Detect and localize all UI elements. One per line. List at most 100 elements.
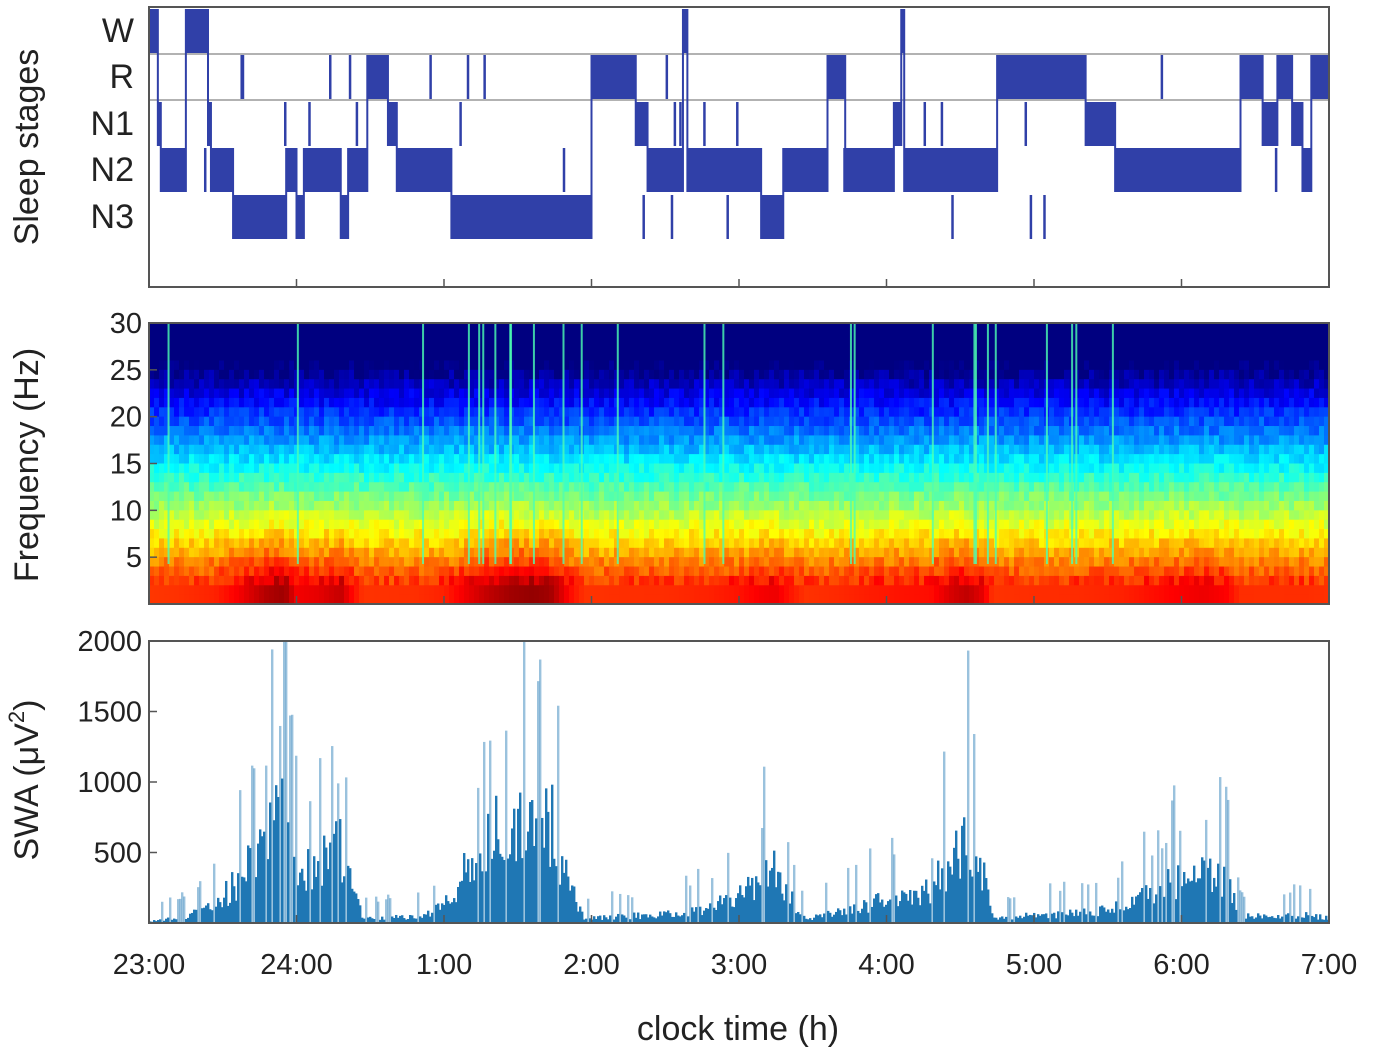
spectrogram-cell bbox=[494, 594, 500, 604]
spectrogram-cell bbox=[674, 407, 680, 418]
spectrogram-cell bbox=[299, 379, 305, 390]
spectrogram-cell bbox=[729, 332, 735, 343]
spectrogram-cell bbox=[474, 416, 480, 427]
spectrogram-cell bbox=[284, 519, 290, 530]
spectrogram-cell bbox=[889, 323, 895, 333]
spectrogram-cell bbox=[334, 463, 340, 474]
spectrogram-cell bbox=[694, 491, 700, 502]
spectrogram-cell bbox=[319, 397, 325, 408]
spectrogram-cell bbox=[689, 369, 695, 380]
spectrogram-cell bbox=[639, 529, 645, 540]
spectrogram-cell bbox=[374, 510, 380, 521]
spectrogram-cell bbox=[184, 360, 190, 371]
spectrogram-cell bbox=[574, 529, 580, 540]
spectrogram-cell bbox=[909, 538, 915, 549]
spectrogram-cell bbox=[909, 575, 915, 586]
spectrogram-cell bbox=[729, 360, 735, 371]
spectrogram-cell bbox=[874, 426, 880, 436]
spectrogram-cell bbox=[604, 426, 610, 436]
spectrogram-cell bbox=[864, 594, 870, 604]
spectrogram-cell bbox=[859, 426, 865, 436]
spectrogram-cell bbox=[679, 463, 685, 474]
spectrogram-cell bbox=[284, 341, 290, 352]
spectrogram-cell bbox=[894, 538, 900, 549]
spectrogram-cell bbox=[764, 575, 770, 586]
spectrogram-cell bbox=[269, 444, 275, 455]
spectrogram-cell bbox=[944, 538, 950, 549]
spectrogram-cell bbox=[209, 341, 215, 352]
spectrogram-cell bbox=[819, 454, 825, 465]
spectrogram-cell bbox=[894, 444, 900, 455]
spectrogram-cell bbox=[549, 463, 555, 474]
spectrogram-cell bbox=[494, 585, 500, 596]
spectrogram-cell bbox=[279, 369, 285, 380]
spectrogram-cell bbox=[609, 444, 615, 455]
spectrogram-cell bbox=[254, 519, 260, 530]
spectrogram-cell bbox=[439, 500, 445, 511]
spectrogram-cell bbox=[474, 491, 480, 502]
spectrogram-cell bbox=[719, 379, 725, 390]
spectrogram-cell bbox=[464, 575, 470, 586]
spectrogram-cell bbox=[599, 585, 605, 596]
spectrogram-cell bbox=[399, 323, 405, 333]
spectrogram-cell bbox=[284, 397, 290, 408]
spectrogram-cell bbox=[724, 519, 730, 530]
spectrogram-cell bbox=[854, 585, 860, 596]
spectrogram-cell bbox=[184, 472, 190, 483]
spectrogram-cell bbox=[209, 407, 215, 418]
spectrogram-cell bbox=[834, 557, 840, 568]
spectrogram-cell bbox=[549, 341, 555, 352]
spectrogram-cell bbox=[894, 323, 900, 333]
spectrogram-cell bbox=[239, 538, 245, 549]
spectrogram-cell bbox=[924, 500, 930, 511]
spectrogram-cell bbox=[834, 519, 840, 530]
spectrogram-cell bbox=[534, 435, 540, 446]
spectrogram-cell bbox=[604, 463, 610, 474]
spectrogram-cell bbox=[494, 416, 500, 427]
spectrogram-cell bbox=[154, 407, 160, 418]
spectrogram-cell bbox=[774, 323, 780, 333]
spectrogram-cell bbox=[389, 369, 395, 380]
spectrogram-cell bbox=[634, 454, 640, 465]
spectrogram-cell bbox=[529, 351, 535, 362]
spectrogram-cell bbox=[224, 500, 230, 511]
spectrogram-cell bbox=[894, 435, 900, 446]
spectrogram-cell bbox=[809, 557, 815, 568]
spectrogram-cell bbox=[239, 547, 245, 558]
spectrogram-cell bbox=[649, 519, 655, 530]
spectrogram-cell bbox=[324, 500, 330, 511]
spectrogram-cell bbox=[799, 426, 805, 436]
spectrogram-cell bbox=[149, 426, 155, 436]
spectrogram-cell bbox=[619, 463, 625, 474]
spectrogram-cell bbox=[439, 519, 445, 530]
spectrogram-cell bbox=[889, 369, 895, 380]
spectrogram-cell bbox=[569, 444, 575, 455]
spectrogram-cell bbox=[414, 454, 420, 465]
spectrogram-cell bbox=[369, 585, 375, 596]
spectrogram-cell bbox=[504, 566, 510, 577]
spectrogram-cell bbox=[929, 557, 935, 568]
spectrogram-cell bbox=[394, 547, 400, 558]
spectrogram-cell bbox=[649, 594, 655, 604]
spectrogram-cell bbox=[639, 510, 645, 521]
spectrogram-cell bbox=[489, 547, 495, 558]
spectrogram-cell bbox=[284, 472, 290, 483]
spectrogram-cell bbox=[844, 500, 850, 511]
spectrogram-cell bbox=[689, 529, 695, 540]
spectrogram-cell bbox=[234, 482, 240, 493]
spectrogram-cell bbox=[859, 585, 865, 596]
spectrogram-cell bbox=[899, 454, 905, 465]
spectrogram-cell bbox=[644, 454, 650, 465]
spectrogram-cell bbox=[899, 323, 905, 333]
stage-label-w: W bbox=[102, 12, 134, 50]
spectrogram-cell bbox=[364, 585, 370, 596]
spectrogram-cell bbox=[654, 575, 660, 586]
spectrogram-cell bbox=[619, 369, 625, 380]
spectrogram-cell bbox=[404, 575, 410, 586]
spectrogram-cell bbox=[169, 547, 175, 558]
spectrogram-cell bbox=[764, 557, 770, 568]
spectrogram-cell bbox=[664, 454, 670, 465]
spectrogram-cell bbox=[354, 397, 360, 408]
spectrogram-cell bbox=[229, 397, 235, 408]
spectrogram-cell bbox=[489, 407, 495, 418]
